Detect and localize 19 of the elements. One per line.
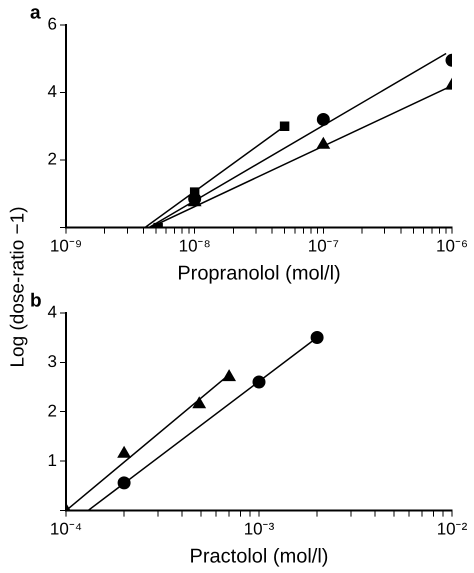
x-tick-label: 10⁻⁸ [178, 236, 211, 256]
y-tick-label: 2 [48, 150, 57, 169]
chart-title: b [30, 290, 42, 312]
y-tick-label: 2 [48, 401, 57, 420]
x-tick-label: 10⁻⁷ [308, 236, 339, 256]
chart-title: a [30, 2, 41, 24]
x-tick-label: 10⁻⁶ [436, 236, 468, 256]
x-tick-label: 10⁻⁴ [50, 519, 82, 538]
y-tick-label: 1 [48, 450, 57, 470]
y-tick-label: 4 [48, 302, 57, 322]
y-tick-label: 6 [48, 14, 57, 34]
y-axis-title: Log (dose-ratio −1) [8, 206, 30, 368]
y-tick-label: 3 [48, 352, 57, 371]
x-tick-label: 10⁻⁹ [50, 236, 82, 256]
y-tick-label: 4 [48, 82, 57, 102]
x-tick-label: 10⁻² [436, 519, 468, 538]
x-axis-title: Practolol (mol/l) [190, 546, 328, 568]
x-tick-label: 10⁻³ [244, 519, 275, 538]
x-axis-title: Propranolol (mol/l) [177, 262, 341, 285]
